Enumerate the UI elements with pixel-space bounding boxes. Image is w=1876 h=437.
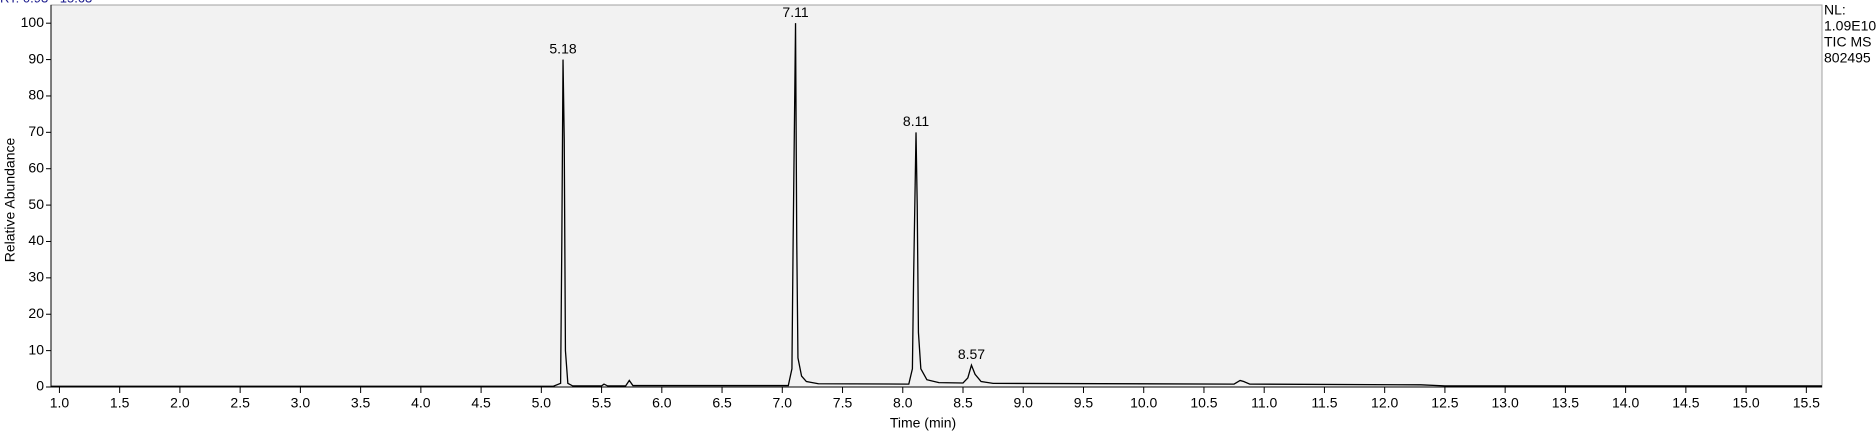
y-tick-label: 20 xyxy=(28,305,44,321)
peak-label: 5.18 xyxy=(549,40,576,56)
y-tick-label: 60 xyxy=(28,159,44,175)
y-tick-label: 0 xyxy=(36,378,44,394)
y-tick-label: 70 xyxy=(28,123,44,139)
x-tick-label: 8.0 xyxy=(893,395,913,411)
x-tick-label: 11.5 xyxy=(1311,395,1337,411)
info-text: TIC MS xyxy=(1824,34,1871,50)
x-tick-label: 3.0 xyxy=(291,395,311,411)
x-tick-label: 10.5 xyxy=(1190,395,1217,411)
y-tick-label: 80 xyxy=(28,87,44,103)
info-text: NL: xyxy=(1824,2,1846,18)
x-tick-label: 12.0 xyxy=(1371,395,1398,411)
x-tick-label: 9.0 xyxy=(1014,395,1034,411)
info-text: 1.09E10 xyxy=(1824,18,1876,34)
x-tick-label: 13.0 xyxy=(1492,395,1519,411)
y-tick-label: 50 xyxy=(28,196,44,212)
x-tick-label: 5.5 xyxy=(592,395,612,411)
x-tick-label: 14.0 xyxy=(1612,395,1639,411)
x-tick-label: 10.0 xyxy=(1130,395,1157,411)
y-tick-label: 40 xyxy=(28,232,44,248)
x-tick-label: 4.5 xyxy=(471,395,491,411)
x-tick-label: 12.5 xyxy=(1431,395,1458,411)
header: RT: 0.93 - 15.63 xyxy=(0,0,92,5)
x-tick-label: 3.5 xyxy=(351,395,371,411)
y-axis-title: Relative Abundance xyxy=(2,138,18,263)
x-tick-label: 14.5 xyxy=(1672,395,1699,411)
x-tick-label: 9.5 xyxy=(1074,395,1094,411)
x-tick-label: 15.0 xyxy=(1732,395,1759,411)
y-tick-label: 10 xyxy=(28,341,44,357)
y-tick-label: 90 xyxy=(28,50,44,66)
x-tick-label: 2.0 xyxy=(170,395,190,411)
x-axis-title: Time (min) xyxy=(890,415,956,431)
x-tick-label: 15.5 xyxy=(1793,395,1820,411)
x-tick-label: 13.5 xyxy=(1552,395,1579,411)
peak-label: 7.11 xyxy=(782,4,808,20)
x-tick-label: 1.5 xyxy=(110,395,130,411)
info-text: 802495 xyxy=(1824,50,1871,66)
peak-label: 8.57 xyxy=(958,346,985,362)
plot-area xyxy=(50,4,1823,388)
x-tick-label: 7.5 xyxy=(833,395,853,411)
peak-label: 8.11 xyxy=(903,113,929,129)
x-tick-label: 5.0 xyxy=(532,395,552,411)
x-tick-label: 1.0 xyxy=(50,395,70,411)
x-tick-label: 11.0 xyxy=(1251,395,1277,411)
x-tick-label: 6.5 xyxy=(712,395,732,411)
x-tick-label: 7.0 xyxy=(773,395,793,411)
x-tick-label: 4.0 xyxy=(411,395,431,411)
x-tick-label: 2.5 xyxy=(230,395,250,411)
trace xyxy=(51,23,1822,387)
x-tick-label: 8.5 xyxy=(953,395,973,411)
x-tick-label: 6.0 xyxy=(652,395,672,411)
y-tick-label: 30 xyxy=(28,269,44,285)
y-tick-label: 100 xyxy=(21,14,45,30)
